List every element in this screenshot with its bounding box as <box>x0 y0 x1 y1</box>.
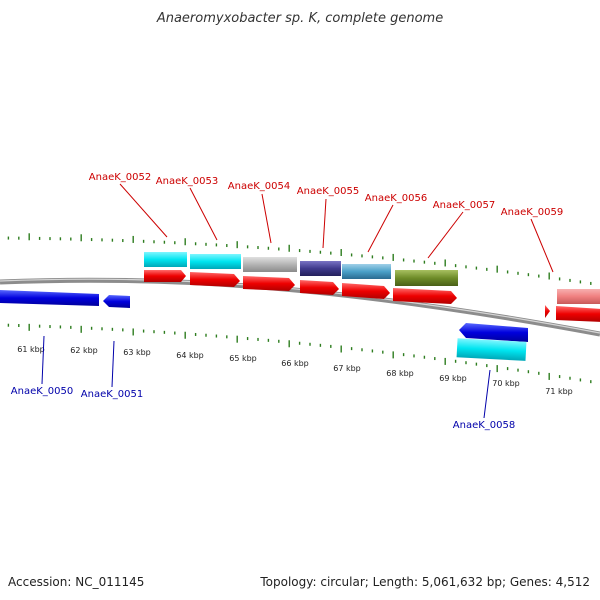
cds-arrow <box>342 283 390 299</box>
leader-line <box>261 193 272 244</box>
feature-box <box>300 261 341 276</box>
scale-label: 61 kbp <box>17 345 45 354</box>
leader-line <box>189 187 218 241</box>
feature-box <box>144 252 187 267</box>
cds-arrow <box>190 272 240 287</box>
leader-line <box>427 211 464 259</box>
scale-label: 71 kbp <box>545 387 573 396</box>
feature-box <box>190 254 241 269</box>
feature-box <box>557 289 600 304</box>
feature-box <box>456 338 527 361</box>
scale-label: 66 kbp <box>281 359 309 368</box>
scale-label: 68 kbp <box>386 369 414 378</box>
inner-tick-ring <box>7 323 592 384</box>
leader-line <box>530 218 554 273</box>
leader-line <box>119 183 168 238</box>
leader-line <box>41 335 45 385</box>
reverse-gene-labels: AnaeK_0050 AnaeK_0051 AnaeK_0058 <box>11 335 515 431</box>
reverse-gene-label[interactable]: AnaeK_0051 <box>81 389 143 400</box>
forward-gene-label[interactable]: AnaeK_0055 <box>297 186 359 197</box>
forward-gene-label[interactable]: AnaeK_0057 <box>433 200 495 211</box>
cds-arrow <box>545 305 550 318</box>
scale-label: 70 kbp <box>492 379 520 388</box>
forward-gene-label[interactable]: AnaeK_0056 <box>365 193 427 204</box>
cds-arrow <box>556 306 600 322</box>
leader-line <box>322 198 327 249</box>
scale-label: 63 kbp <box>123 348 151 357</box>
map-title: Anaeromyxobacter sp. K, complete genome <box>156 11 443 26</box>
forward-gene-labels: AnaeK_0052 AnaeK_0053 AnaeK_0054 AnaeK_0055… <box>89 172 563 273</box>
feature-box <box>342 264 391 279</box>
cds-arrow <box>144 270 186 282</box>
feature-box <box>243 257 297 272</box>
scale-label: 65 kbp <box>229 354 257 363</box>
cds-arrow <box>243 276 295 291</box>
scale-label-group: 61 kbp 62 kbp 63 kbp 64 kbp 65 kbp 66 kbp 67 k… <box>17 345 573 396</box>
cds-arrow <box>459 323 528 342</box>
forward-cds-row <box>144 270 600 322</box>
forward-gene-label[interactable]: AnaeK_0054 <box>228 181 290 192</box>
cds-arrow <box>0 290 99 306</box>
scale-label: 64 kbp <box>176 351 204 360</box>
scale-label: 69 kbp <box>439 374 467 383</box>
reverse-gene-label[interactable]: AnaeK_0050 <box>11 386 73 397</box>
cds-arrow <box>300 280 339 295</box>
reverse-feature-row <box>0 290 528 361</box>
leader-line <box>111 340 115 388</box>
cds-arrow <box>393 288 457 304</box>
scale-label: 67 kbp <box>333 364 361 373</box>
forward-gene-label[interactable]: AnaeK_0053 <box>156 176 218 187</box>
outer-tick-ring <box>7 233 592 285</box>
cds-arrow <box>103 295 130 308</box>
forward-gene-label[interactable]: AnaeK_0059 <box>501 207 563 218</box>
reverse-gene-label[interactable]: AnaeK_0058 <box>453 420 515 431</box>
leader-line <box>367 204 394 253</box>
scale-label: 62 kbp <box>70 346 98 355</box>
forward-gene-label[interactable]: AnaeK_0052 <box>89 172 151 183</box>
genome-stats-text: Topology: circular; Length: 5,061,632 bp… <box>259 575 590 589</box>
leader-line <box>483 369 491 419</box>
feature-box <box>395 270 458 286</box>
forward-feature-row <box>144 252 600 304</box>
accession-text: Accession: NC_011145 <box>8 575 144 589</box>
